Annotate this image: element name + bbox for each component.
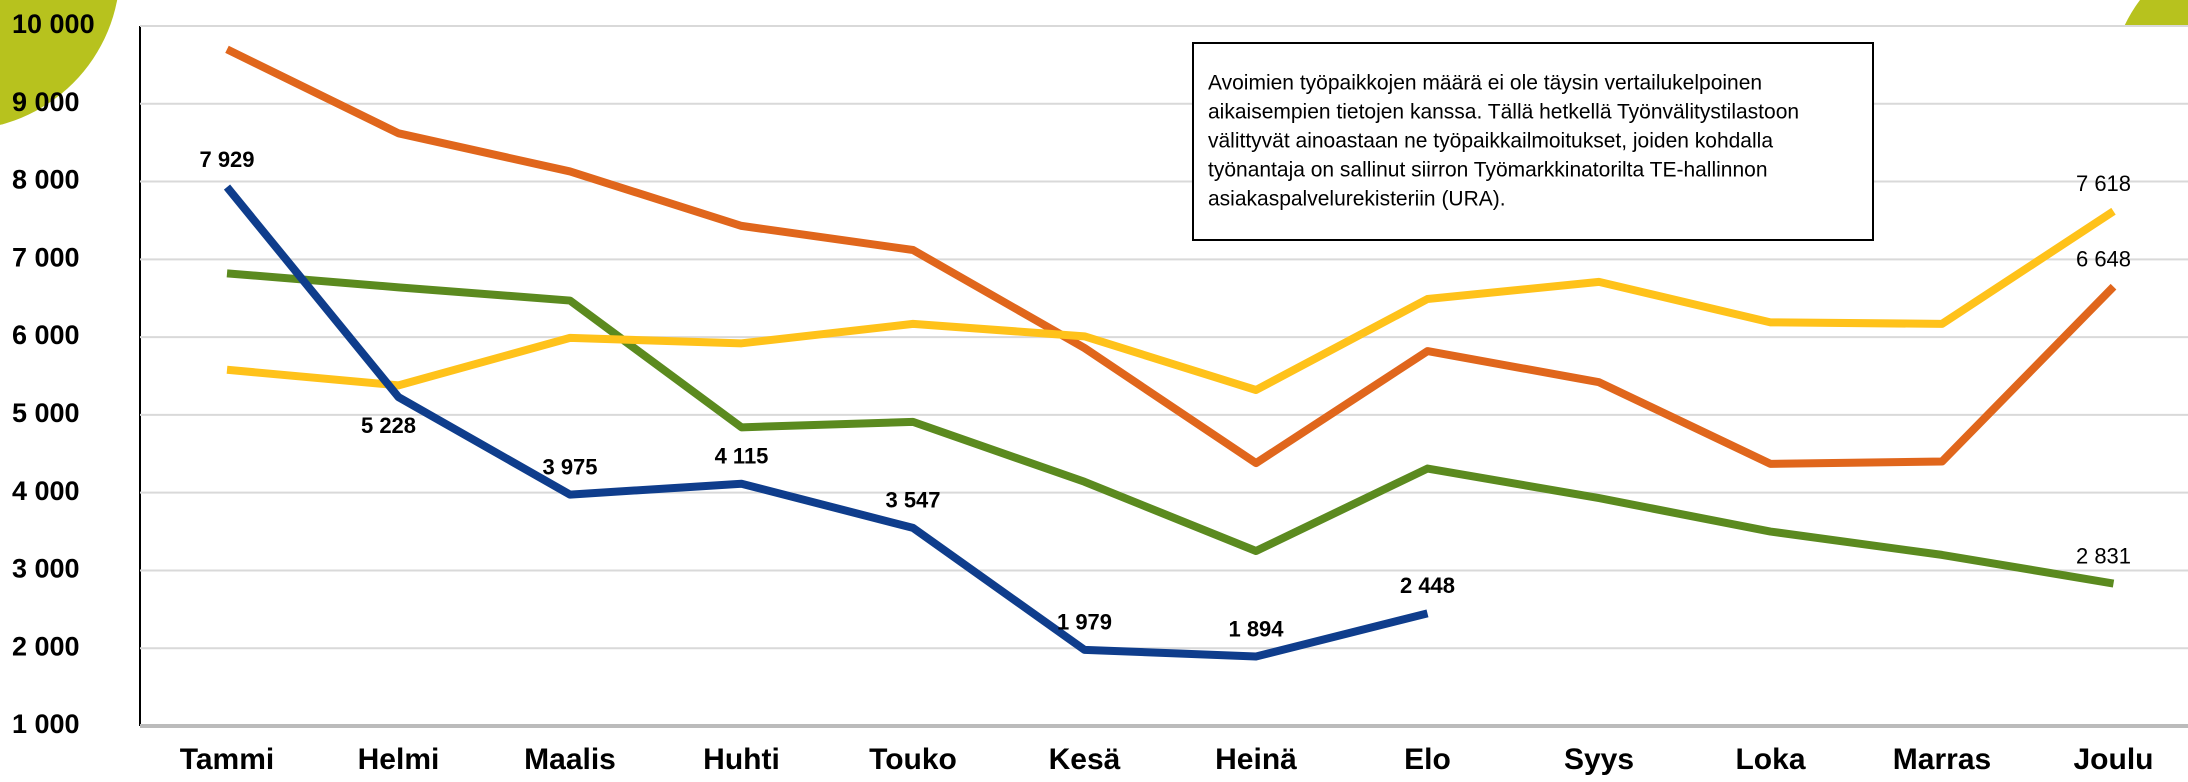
data-label: 7 618 (2076, 171, 2131, 196)
data-label: 3 975 (542, 454, 597, 479)
data-label: 1 979 (1057, 610, 1112, 635)
y-tick-label: 4 000 (12, 476, 80, 506)
annotation-text: asiakaspalvelurekisteriin (URA). (1208, 188, 1506, 211)
data-label: 4 115 (715, 444, 769, 469)
chart: 1 000 2 000 3 000 4 000 5 000 6 000 7 000 8 000… (0, 0, 2188, 777)
x-tick-label: Huhti (703, 743, 780, 776)
x-tick-label: Elo (1404, 743, 1451, 776)
x-tick-label: Maalis (524, 743, 616, 776)
y-tick-label: 6 000 (12, 320, 80, 350)
annotation-text: työnantaja on sallinut siirron Työmarkki… (1208, 159, 1768, 182)
data-label: 7 929 (199, 147, 254, 172)
data-label: 1 894 (1228, 616, 1284, 641)
y-tick-label: 8 000 (12, 165, 80, 195)
data-label: 2 831 (2076, 543, 2131, 568)
x-tick-label: Helmi (358, 743, 440, 776)
x-tick-label: Kesä (1049, 743, 1121, 776)
page: {"chart_data": {"type": "line", "categor… (0, 0, 2188, 777)
x-tick-label: Syys (1564, 743, 1634, 776)
y-tick-label: 9 000 (12, 87, 80, 117)
x-tick-label: Heinä (1215, 743, 1297, 776)
y-tick-label: 5 000 (12, 398, 80, 428)
y-tick-label: 3 000 (12, 554, 80, 584)
x-tick-label: Marras (1893, 743, 1991, 776)
x-tick-label: Loka (1735, 743, 1805, 776)
x-tick-label: Joulu (2074, 743, 2154, 776)
y-tick-label: 7 000 (12, 242, 80, 272)
data-label: 3 547 (885, 488, 940, 513)
data-label: 5 228 (361, 413, 416, 438)
x-tick-label: Touko (869, 743, 957, 776)
annotation-text: välittyvät ainoastaan ne työpaikkailmoit… (1208, 130, 1773, 153)
x-tick-label: Tammi (180, 743, 274, 776)
annotation-text: Avoimien työpaikkojen määrä ei ole täysi… (1208, 72, 1762, 95)
y-tick-label: 2 000 (12, 631, 80, 661)
y-tick-label: 1 000 (12, 709, 80, 739)
data-label: 6 648 (2076, 247, 2131, 272)
annotation-text: aikaisempien tietojen kanssa. Tällä hetk… (1208, 101, 1799, 124)
data-label: 2 448 (1400, 573, 1455, 598)
y-tick-label: 10 000 (12, 9, 95, 39)
